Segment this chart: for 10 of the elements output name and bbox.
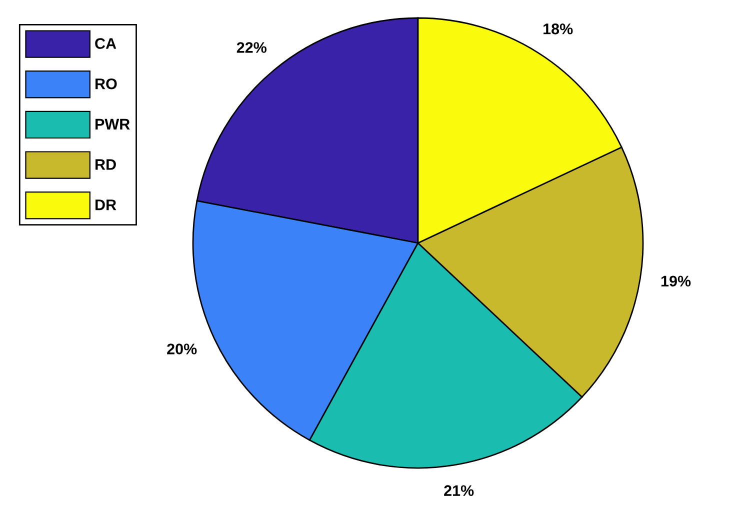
data-label: 21% [444,485,474,496]
legend-label: DR [96,200,116,210]
data-label: 18% [544,24,573,34]
legend-label: RO [96,78,117,90]
data-label: 20% [167,344,197,354]
data-label: 19% [661,276,691,287]
legend-label: RD [96,159,116,170]
legend-label: CA [95,38,116,49]
legend-label: PWR [96,118,130,130]
data-label: 22% [236,42,267,53]
